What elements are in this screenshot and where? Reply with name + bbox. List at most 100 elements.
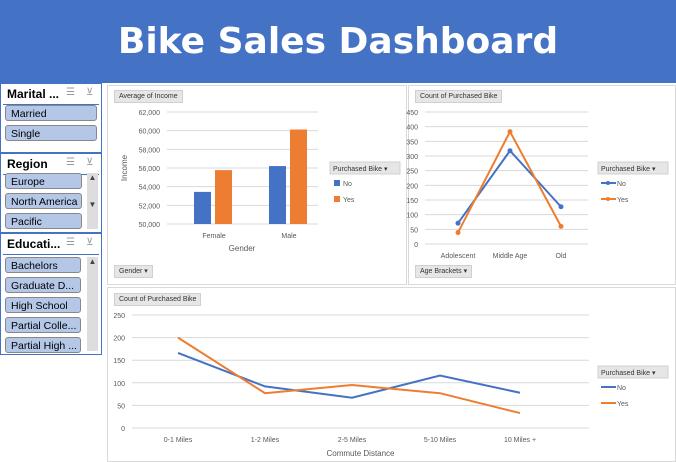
- legend-swatch: [334, 196, 340, 202]
- bar-yes-female: [215, 170, 232, 224]
- x-tick-label: 0-1 Miles: [164, 437, 193, 444]
- legend-title: Purchased Bike ▾: [601, 370, 656, 377]
- clear-filter-icon[interactable]: ⊻: [86, 237, 94, 248]
- slicer-item-partial-college[interactable]: Partial Colle...: [5, 317, 81, 333]
- y-tick-label: 50,000: [139, 222, 161, 229]
- age-brackets-field-button[interactable]: Age Brackets ▾: [415, 265, 473, 278]
- bar-no-female: [194, 191, 211, 224]
- legend-filter-button: [329, 161, 401, 175]
- line-series-yes: [457, 129, 562, 234]
- data-point: [507, 148, 513, 154]
- dashboard-title: Bike Sales Dashboard: [0, 0, 676, 83]
- bar-yes-male: [290, 129, 307, 224]
- y-tick-label: 0: [121, 426, 125, 433]
- slicer-title: Marital ...: [7, 87, 60, 101]
- data-point: [455, 230, 461, 236]
- x-tick-label: 10 Miles +: [504, 437, 536, 444]
- y-tick-label: 0: [414, 242, 418, 249]
- y-tick-label: 200: [113, 336, 125, 343]
- y-tick-label: 400: [406, 125, 418, 132]
- legend-filter-button: [597, 161, 669, 175]
- y-tick-label: 100: [406, 213, 418, 220]
- field-label: Gender: [119, 268, 143, 275]
- y-tick-label: 300: [406, 154, 418, 161]
- x-tick-label: Male: [281, 233, 296, 240]
- slicer-title: Educati...: [7, 237, 61, 251]
- legend-title: Purchased Bike ▾: [333, 166, 388, 173]
- legend-marker: [606, 197, 610, 201]
- y-tick-label: 54,000: [139, 185, 161, 192]
- slicer-item-europe[interactable]: Europe: [5, 173, 82, 189]
- legend-label: No: [343, 181, 352, 188]
- scrollbar[interactable]: ▲ ▼: [87, 173, 98, 229]
- y-tick-label: 62,000: [139, 110, 161, 117]
- value-field-button[interactable]: Count of Purchased Bike: [114, 293, 202, 306]
- slicer-item-single[interactable]: Single: [5, 125, 97, 141]
- line-series-no: [457, 149, 562, 224]
- purchases-by-commute-chart: [107, 287, 676, 462]
- income-by-gender-chart: [107, 85, 407, 285]
- y-tick-label: 450: [406, 110, 418, 117]
- slicer-title: Region: [7, 157, 48, 171]
- field-label: Age Brackets: [420, 268, 462, 275]
- data-point: [558, 223, 564, 229]
- y-tick-label: 56,000: [139, 166, 161, 173]
- x-tick-label: Middle Age: [493, 253, 528, 260]
- value-field-button[interactable]: Count of Purchased Bike: [415, 90, 503, 103]
- legend-label: Yes: [343, 197, 355, 204]
- x-tick-label: Old: [556, 253, 567, 260]
- y-tick-label: 350: [406, 139, 418, 146]
- slicer-item-north-america[interactable]: North America: [5, 193, 82, 209]
- slicer-item-graduate-degree[interactable]: Graduate D...: [5, 277, 81, 293]
- bar-no-male: [269, 166, 286, 224]
- y-tick-label: 250: [406, 169, 418, 176]
- y-tick-label: 200: [406, 183, 418, 190]
- legend-filter-button: [597, 365, 669, 379]
- y-tick-label: 150: [406, 198, 418, 205]
- x-tick-label: 5-10 Miles: [424, 437, 457, 444]
- slicer-item-married[interactable]: Married: [5, 105, 97, 121]
- region-slicer: Region ☰ ⊻ Europe North America Pacific …: [0, 153, 102, 233]
- y-tick-label: 250: [113, 313, 125, 320]
- education-slicer: Educati... ☰ ⊻ Bachelors Graduate D... H…: [0, 233, 102, 355]
- y-tick-label: 52,000: [139, 203, 161, 210]
- y-tick-label: 100: [113, 381, 125, 388]
- legend-swatch: [334, 180, 340, 186]
- multi-select-icon[interactable]: ☰: [66, 87, 75, 98]
- line-series-no: [177, 352, 521, 399]
- x-axis-title: Commute Distance: [326, 449, 395, 458]
- y-tick-label: 50: [117, 403, 125, 410]
- multi-select-icon[interactable]: ☰: [66, 157, 75, 168]
- y-tick-label: 60,000: [139, 129, 161, 136]
- marital-status-slicer: Marital ... ☰ ⊻ Married Single: [0, 83, 102, 153]
- y-tick-label: 58,000: [139, 147, 161, 154]
- data-point: [507, 129, 513, 135]
- slicer-item-partial-high-school[interactable]: Partial High ...: [5, 337, 81, 353]
- value-field-button[interactable]: Average of Income: [114, 90, 183, 103]
- clear-filter-icon[interactable]: ⊻: [86, 157, 94, 168]
- legend-label: Yes: [617, 401, 629, 408]
- legend-marker: [606, 181, 610, 185]
- gender-field-button[interactable]: Gender ▾: [114, 265, 153, 278]
- data-point: [558, 204, 564, 210]
- legend-label: Yes: [617, 197, 629, 204]
- x-tick-label: 1-2 Miles: [251, 437, 280, 444]
- y-tick-label: 50: [410, 227, 418, 234]
- multi-select-icon[interactable]: ☰: [66, 237, 75, 248]
- x-tick-label: 2-5 Miles: [338, 437, 367, 444]
- slicer-item-high-school[interactable]: High School: [5, 297, 81, 313]
- data-point: [455, 220, 461, 226]
- line-series-yes: [177, 336, 521, 415]
- clear-filter-icon[interactable]: ⊻: [86, 87, 94, 98]
- scrollbar[interactable]: ▲: [87, 257, 98, 351]
- legend-title: Purchased Bike ▾: [601, 166, 656, 173]
- x-tick-label: Adolescent: [441, 253, 476, 260]
- slicer-item-pacific[interactable]: Pacific: [5, 213, 82, 229]
- slicer-item-bachelors[interactable]: Bachelors: [5, 257, 81, 273]
- x-axis-title: Gender: [229, 244, 256, 253]
- y-axis-title: Income: [120, 154, 129, 181]
- legend-label: No: [617, 385, 626, 392]
- y-tick-label: 150: [113, 358, 125, 365]
- legend-label: No: [617, 181, 626, 188]
